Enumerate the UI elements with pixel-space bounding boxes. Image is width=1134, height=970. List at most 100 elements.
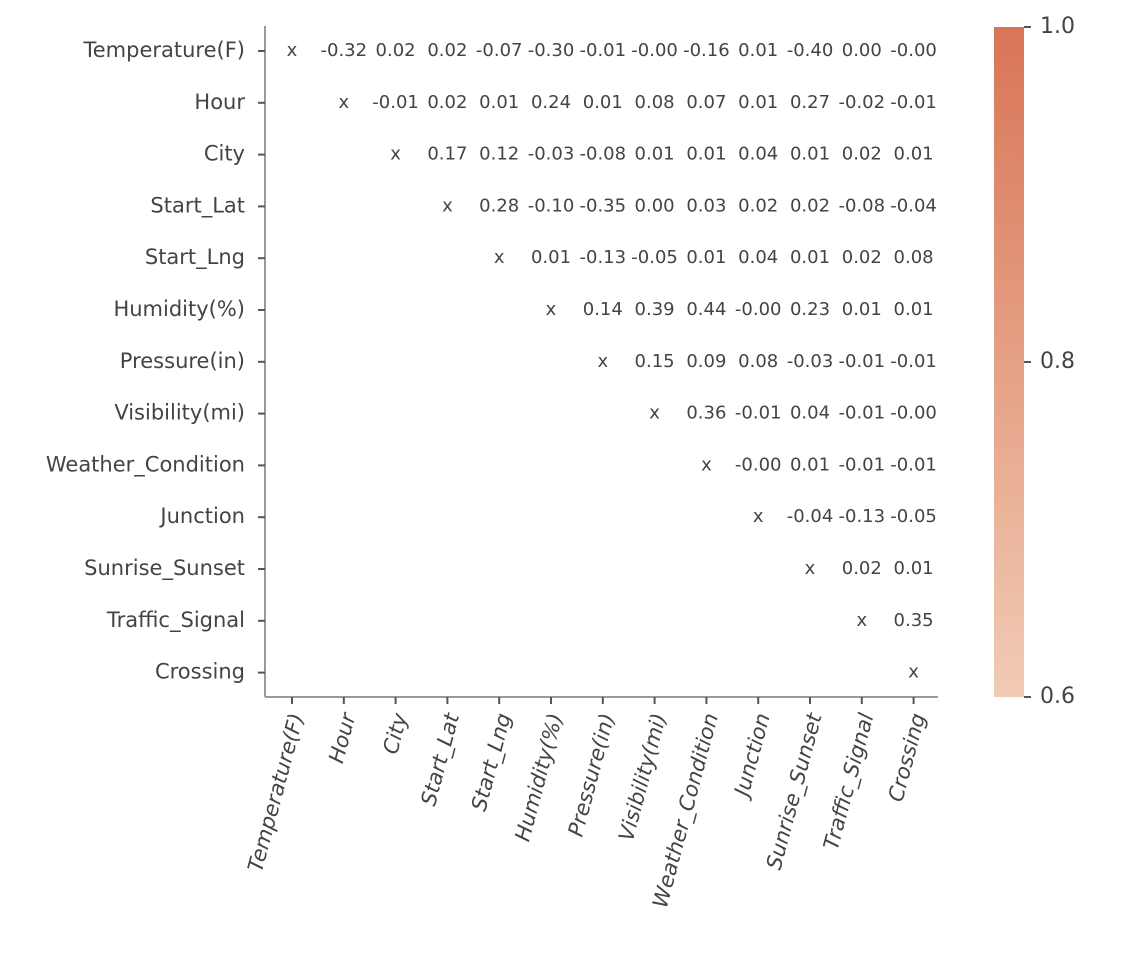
cell-traffic-signal-crossing: 0.35 [894,610,934,631]
cell-temperature-f-start-lat: 0.02 [427,40,467,61]
cell-start-lng-sunrise-sunset: 0.01 [790,247,830,268]
colorbar-ticks: 1.0 0.8 0.6 [1024,14,1075,709]
cell-temperature-f-pressure-in: -0.01 [580,40,627,61]
cell-hour-pressure-in: 0.01 [583,92,623,113]
column-label-hour: Hour [324,709,361,765]
cell-start-lng-humidity: 0.01 [531,247,571,268]
cell-hour-humidity: 0.24 [531,92,571,113]
cell-city-pressure-in: -0.08 [580,144,627,165]
cell-humidity-crossing: 0.01 [894,299,934,320]
cell-city-city: x [390,144,401,165]
cell-start-lat-weather-condition: 0.03 [686,195,726,216]
row-label-sunrise-sunset: Sunrise_Sunset [84,556,245,581]
cell-hour-crossing: -0.01 [890,92,937,113]
row-label-visibility-mi: Visibility(mi) [114,401,245,425]
cell-hour-visibility-mi: 0.08 [635,92,675,113]
column-label-crossing: Crossing [884,711,931,805]
cell-junction-sunrise-sunset: -0.04 [787,506,834,527]
cell-pressure-in-junction: 0.08 [738,351,778,372]
cell-hour-sunrise-sunset: 0.27 [790,92,830,113]
cell-pressure-in-traffic-signal: -0.01 [839,351,886,372]
cell-sunrise-sunset-sunrise-sunset: x [805,558,816,579]
cell-temperature-f-hour: -0.32 [321,40,368,61]
cell-start-lng-pressure-in: -0.13 [580,247,627,268]
cell-start-lat-sunrise-sunset: 0.02 [790,195,830,216]
cell-hour-hour: x [338,92,349,113]
cell-humidity-visibility-mi: 0.39 [635,299,675,320]
cell-temperature-f-visibility-mi: -0.00 [631,40,678,61]
cell-weather-condition-sunrise-sunset: 0.01 [790,454,830,475]
heatmap-cells: x -0.32 0.02 0.02 -0.07 -0.30 -0.01 -0.00 -0.16 0… [287,40,937,683]
colorbar [994,27,1024,697]
cell-visibility-mi-crossing: -0.00 [890,403,937,424]
cell-hour-start-lat: 0.02 [427,92,467,113]
cell-crossing-crossing: x [908,662,919,683]
cell-visibility-mi-weather-condition: 0.36 [686,403,726,424]
colorbar-tick-label-0-6: 0.6 [1040,684,1075,709]
cell-junction-crossing: -0.05 [890,506,937,527]
column-label-humidity: Humidity(%) [510,711,567,844]
cell-hour-start-lng: 0.01 [479,92,519,113]
cell-traffic-signal-traffic-signal: x [856,610,867,631]
column-labels: Temperature(F) Hour City Start_Lat Start_Lng… [243,709,930,910]
column-label-temperature-f: Temperature(F) [243,711,308,875]
cell-temperature-f-sunrise-sunset: -0.40 [787,40,834,61]
cell-start-lat-junction: 0.02 [738,195,778,216]
cell-temperature-f-start-lng: -0.07 [476,40,523,61]
cell-sunrise-sunset-crossing: 0.01 [894,558,934,579]
cell-start-lng-visibility-mi: -0.05 [631,247,678,268]
row-label-temperature-f: Temperature(F) [83,38,246,62]
cell-city-humidity: -0.03 [528,144,575,165]
cell-start-lat-start-lat: x [442,195,453,216]
cell-humidity-humidity: x [546,299,557,320]
colorbar-tick-label-1-0: 1.0 [1040,14,1075,39]
cell-start-lng-weather-condition: 0.01 [686,247,726,268]
column-label-start-lat: Start_Lat [416,710,465,809]
row-label-humidity: Humidity(%) [113,297,245,321]
cell-city-sunrise-sunset: 0.01 [790,144,830,165]
column-label-start-lng: Start_Lng [467,711,517,814]
cell-start-lat-visibility-mi: 0.00 [635,195,675,216]
cell-weather-condition-crossing: -0.01 [890,454,937,475]
row-label-start-lat: Start_Lat [150,193,245,218]
cell-pressure-in-pressure-in: x [597,351,608,372]
row-labels: Temperature(F) Hour City Start_Lat Start_Lng… [46,38,245,684]
cell-junction-junction: x [753,506,764,527]
cell-humidity-traffic-signal: 0.01 [842,299,882,320]
row-label-pressure-in: Pressure(in) [120,349,245,373]
row-label-junction: Junction [158,504,245,528]
cell-visibility-mi-traffic-signal: -0.01 [839,403,886,424]
cell-junction-traffic-signal: -0.13 [839,506,886,527]
cell-visibility-mi-junction: -0.01 [735,403,782,424]
cell-humidity-weather-condition: 0.44 [686,299,726,320]
row-label-hour: Hour [194,90,245,114]
cell-pressure-in-crossing: -0.01 [890,351,937,372]
cell-hour-traffic-signal: -0.02 [839,92,886,113]
cell-hour-junction: 0.01 [738,92,778,113]
cell-temperature-f-humidity: -0.30 [528,40,575,61]
cell-city-weather-condition: 0.01 [686,144,726,165]
cell-humidity-junction: -0.00 [735,299,782,320]
column-label-junction: Junction [729,711,775,803]
column-label-visibility-mi: Visibility(mi) [614,711,671,844]
cell-start-lat-humidity: -0.10 [528,195,575,216]
cell-start-lng-junction: 0.04 [738,247,778,268]
cell-temperature-f-temperature-f: x [287,40,298,61]
axis-ticks [258,50,915,704]
row-label-start-lng: Start_Lng [145,245,245,270]
cell-city-visibility-mi: 0.01 [635,144,675,165]
cell-sunrise-sunset-traffic-signal: 0.02 [842,558,882,579]
cell-city-crossing: 0.01 [894,144,934,165]
row-label-crossing: Crossing [155,660,245,684]
colorbar-tick-label-0-8: 0.8 [1040,349,1075,374]
cell-visibility-mi-visibility-mi: x [649,403,660,424]
cell-start-lat-start-lng: 0.28 [479,195,519,216]
cell-hour-city: -0.01 [372,92,419,113]
cell-temperature-f-city: 0.02 [376,40,416,61]
cell-start-lat-crossing: -0.04 [890,195,937,216]
row-label-traffic-signal: Traffic_Signal [106,608,245,633]
row-label-city: City [204,142,245,166]
column-label-sunrise-sunset: Sunrise_Sunset [762,710,828,873]
cell-visibility-mi-sunrise-sunset: 0.04 [790,403,830,424]
